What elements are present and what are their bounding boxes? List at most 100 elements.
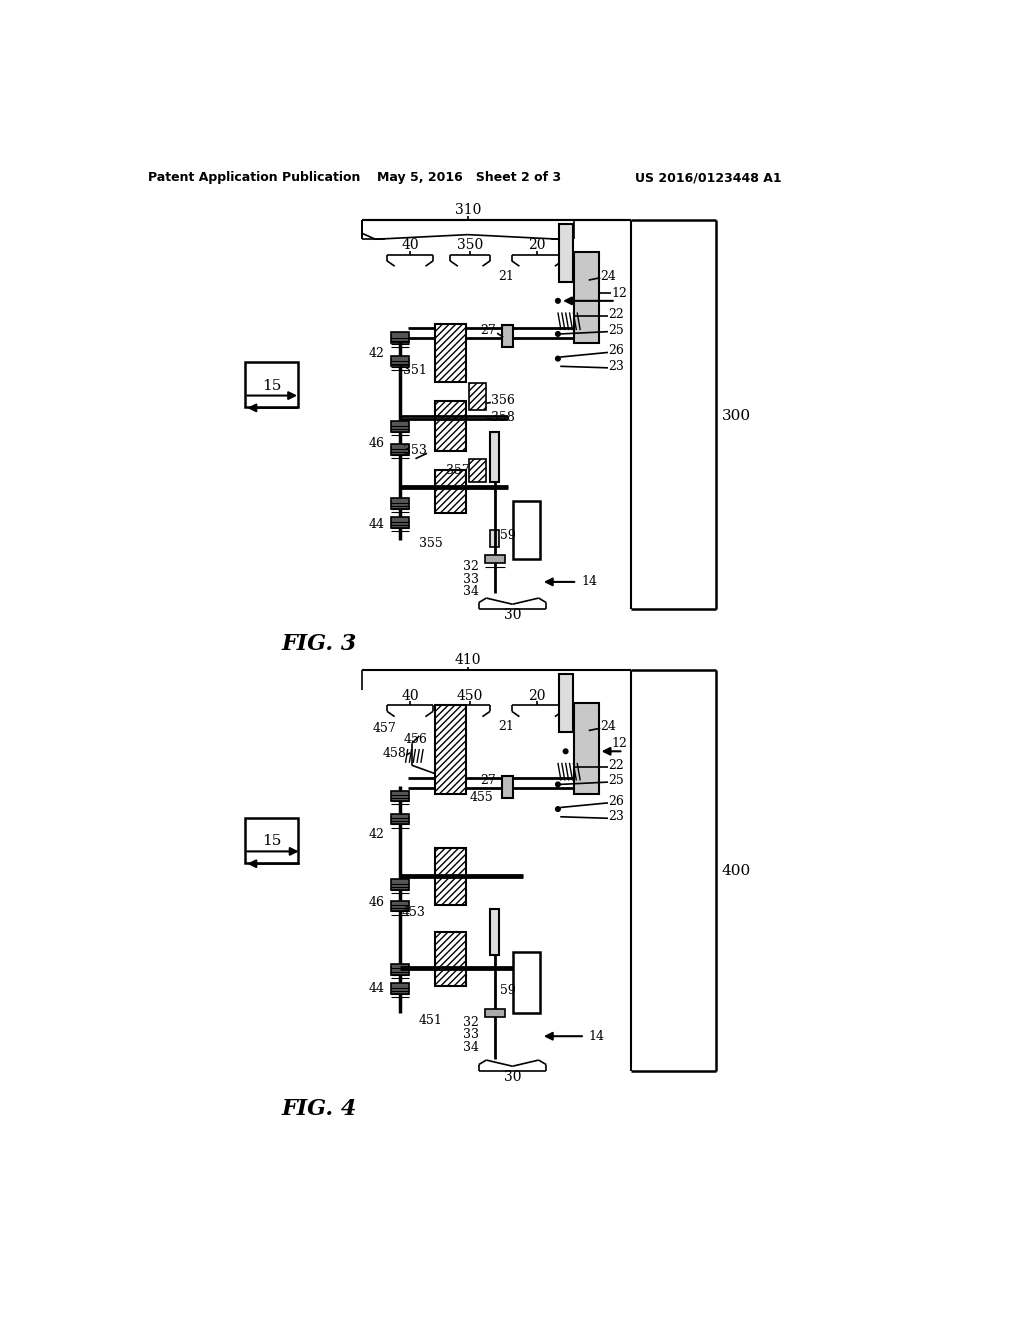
Text: 355: 355 <box>419 537 442 550</box>
Text: 27: 27 <box>480 774 497 787</box>
Text: 33: 33 <box>463 1028 478 1041</box>
Text: 20: 20 <box>528 689 546 702</box>
Text: 22: 22 <box>608 759 624 772</box>
Bar <box>391 900 410 911</box>
Text: 23: 23 <box>608 360 624 372</box>
Text: 410: 410 <box>455 653 481 668</box>
Bar <box>574 702 599 793</box>
Text: 453: 453 <box>401 907 425 920</box>
Text: US 2016/0123448 A1: US 2016/0123448 A1 <box>635 172 781 185</box>
Bar <box>245 363 298 407</box>
Text: 15: 15 <box>262 379 282 392</box>
Text: 30: 30 <box>504 609 521 622</box>
Text: 456: 456 <box>403 733 427 746</box>
Text: 450: 450 <box>457 689 483 702</box>
Text: May 5, 2016   Sheet 2 of 3: May 5, 2016 Sheet 2 of 3 <box>377 172 561 185</box>
Text: 40: 40 <box>401 689 419 702</box>
Bar <box>469 383 486 411</box>
Circle shape <box>556 781 560 787</box>
Text: 353: 353 <box>403 445 427 458</box>
Circle shape <box>556 356 560 360</box>
Text: 59: 59 <box>500 983 516 997</box>
Text: 351: 351 <box>403 363 427 376</box>
Bar <box>435 401 466 451</box>
Bar <box>574 252 599 343</box>
Text: 40: 40 <box>401 239 419 252</box>
Bar <box>391 498 410 508</box>
Text: 46: 46 <box>369 896 385 909</box>
Bar <box>503 326 513 347</box>
Text: 14: 14 <box>589 1030 605 1043</box>
Bar <box>391 983 410 994</box>
Text: 12: 12 <box>611 737 628 750</box>
Bar <box>435 323 466 381</box>
Bar <box>484 1010 505 1016</box>
Text: 34: 34 <box>463 585 478 598</box>
Text: 21: 21 <box>499 721 514 733</box>
Bar <box>490 432 500 482</box>
Text: 21: 21 <box>499 269 514 282</box>
Bar <box>391 333 410 343</box>
Text: 42: 42 <box>369 347 385 360</box>
Bar <box>559 675 572 733</box>
Text: FIG. 4: FIG. 4 <box>282 1098 357 1121</box>
Text: 23: 23 <box>608 810 624 824</box>
Bar <box>391 964 410 974</box>
Text: 15: 15 <box>262 834 282 847</box>
Circle shape <box>556 807 560 812</box>
Text: 356: 356 <box>490 395 515 408</box>
Circle shape <box>563 748 568 754</box>
Bar <box>391 355 410 367</box>
Text: 451: 451 <box>419 1014 442 1027</box>
Text: 27: 27 <box>480 323 497 337</box>
Bar <box>391 421 410 432</box>
Text: 300: 300 <box>722 409 751 424</box>
Bar <box>435 847 466 906</box>
Bar <box>490 531 500 548</box>
Text: 32: 32 <box>463 560 478 573</box>
Bar <box>503 776 513 797</box>
Text: 42: 42 <box>369 828 385 841</box>
Text: 24: 24 <box>600 269 616 282</box>
Text: 12: 12 <box>611 286 628 300</box>
Text: 457: 457 <box>373 722 396 735</box>
Text: 44: 44 <box>369 517 385 531</box>
Text: FIG. 3: FIG. 3 <box>282 632 357 655</box>
Text: 44: 44 <box>369 982 385 995</box>
Text: Patent Application Publication: Patent Application Publication <box>147 172 360 185</box>
Bar <box>391 444 410 455</box>
Text: 25: 25 <box>608 323 624 337</box>
Bar <box>435 705 466 793</box>
Text: 358: 358 <box>490 412 515 425</box>
Circle shape <box>556 331 560 337</box>
Bar <box>391 879 410 890</box>
Text: 455: 455 <box>469 791 494 804</box>
Bar <box>391 813 410 825</box>
Bar <box>435 470 466 512</box>
Text: 46: 46 <box>369 437 385 450</box>
Bar <box>490 909 500 956</box>
Text: 32: 32 <box>463 1016 478 1028</box>
Text: 24: 24 <box>600 721 616 733</box>
Text: 400: 400 <box>722 863 752 878</box>
Text: 458: 458 <box>382 747 407 760</box>
Circle shape <box>556 298 560 304</box>
Text: 357: 357 <box>445 463 469 477</box>
Bar <box>559 224 572 281</box>
Text: 33: 33 <box>463 573 478 586</box>
Text: 310: 310 <box>455 203 481 216</box>
Text: 34: 34 <box>463 1041 478 1055</box>
Text: 26: 26 <box>608 345 624 358</box>
Text: 59: 59 <box>500 529 516 543</box>
Text: 22: 22 <box>608 308 624 321</box>
Text: 26: 26 <box>608 795 624 808</box>
Text: 20: 20 <box>528 239 546 252</box>
Bar <box>391 517 410 528</box>
Bar <box>513 502 541 558</box>
Bar <box>435 932 466 986</box>
Text: 30: 30 <box>504 1071 521 1084</box>
Text: 350: 350 <box>457 239 483 252</box>
Bar <box>484 554 505 562</box>
Bar <box>469 459 486 482</box>
Text: 25: 25 <box>608 774 624 787</box>
